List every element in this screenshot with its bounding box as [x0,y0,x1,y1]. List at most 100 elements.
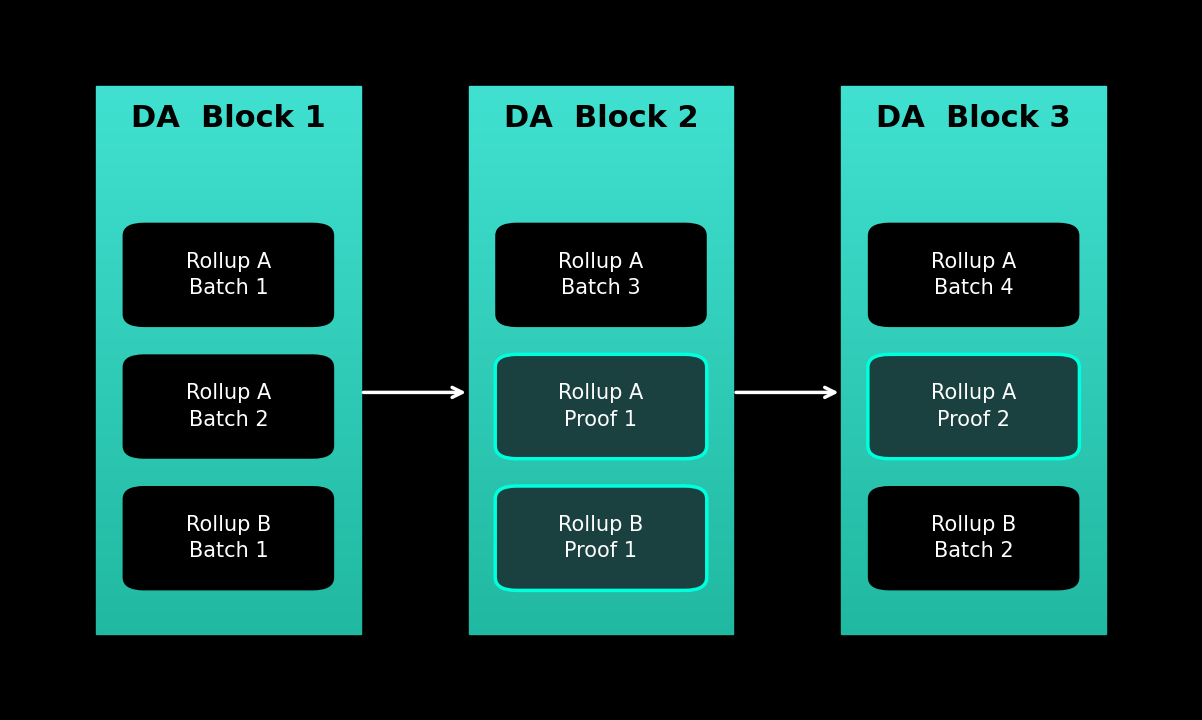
Bar [96,593,361,597]
Bar [469,418,733,422]
Bar [469,487,733,491]
Bar [469,120,733,123]
Bar [469,323,733,327]
Bar [96,542,361,546]
Bar [469,374,733,378]
Bar [469,400,733,404]
Bar [469,280,733,284]
Bar [469,305,733,309]
Text: DA  Block 2: DA Block 2 [504,104,698,133]
Bar [96,630,361,634]
Bar [96,404,361,408]
Bar [469,484,733,487]
Bar [96,426,361,429]
Text: Rollup A
Proof 2: Rollup A Proof 2 [932,383,1016,430]
Bar [469,225,733,229]
Bar [96,298,361,302]
Bar [96,524,361,528]
Bar [841,480,1106,484]
Bar [469,108,733,112]
Bar [841,473,1106,477]
Bar [469,330,733,335]
Bar [469,316,733,320]
Bar [841,229,1106,233]
Bar [841,338,1106,342]
Bar [469,554,733,557]
Bar [469,513,733,517]
Bar [469,495,733,499]
Bar [469,97,733,101]
Bar [841,626,1106,630]
Bar [841,517,1106,521]
Bar [96,616,361,619]
Bar [841,261,1106,265]
Bar [841,426,1106,429]
Bar [841,503,1106,506]
Bar [96,134,361,138]
Bar [96,444,361,448]
Bar [96,258,361,261]
Bar [469,130,733,134]
Bar [96,484,361,487]
Bar [96,174,361,178]
Bar [96,112,361,116]
Bar [841,462,1106,466]
Bar [96,499,361,503]
Bar [96,233,361,236]
Bar [469,404,733,408]
Bar [469,531,733,535]
Bar [469,141,733,145]
Bar [469,196,733,199]
Bar [96,335,361,338]
Bar [469,549,733,554]
Bar [841,276,1106,280]
Bar [96,342,361,346]
Bar [469,564,733,568]
Bar [469,243,733,247]
Bar [96,531,361,535]
Bar [96,243,361,247]
Bar [841,604,1106,608]
FancyBboxPatch shape [868,354,1079,459]
Bar [469,579,733,582]
Bar [841,455,1106,459]
FancyBboxPatch shape [123,354,334,459]
Bar [96,600,361,604]
Bar [96,123,361,127]
Bar [841,148,1106,152]
Bar [469,320,733,323]
Bar [96,320,361,323]
Bar [841,171,1106,174]
Bar [96,104,361,108]
Bar [841,484,1106,487]
Text: Rollup A
Batch 4: Rollup A Batch 4 [932,252,1016,298]
Bar [841,564,1106,568]
Bar [841,210,1106,214]
Bar [469,382,733,385]
Bar [841,243,1106,247]
Bar [469,236,733,240]
Bar [841,356,1106,360]
Bar [96,94,361,97]
Bar [96,225,361,229]
Bar [841,236,1106,240]
Bar [96,178,361,181]
Bar [841,535,1106,539]
Bar [841,94,1106,97]
Bar [469,608,733,612]
Bar [469,233,733,236]
Bar [841,120,1106,123]
Bar [469,517,733,521]
Bar [841,353,1106,356]
Bar [841,181,1106,185]
Bar [96,86,361,90]
Bar [841,309,1106,312]
Bar [841,378,1106,382]
Bar [469,448,733,451]
Bar [96,207,361,210]
Bar [841,258,1106,261]
Text: Rollup A
Batch 3: Rollup A Batch 3 [559,252,643,298]
Bar [96,378,361,382]
Bar [841,546,1106,549]
Bar [96,116,361,120]
